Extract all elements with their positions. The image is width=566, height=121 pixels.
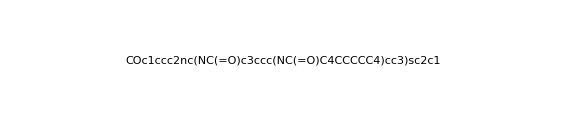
Text: COc1ccc2nc(NC(=O)c3ccc(NC(=O)C4CCCCC4)cc3)sc2c1: COc1ccc2nc(NC(=O)c3ccc(NC(=O)C4CCCCC4)cc… bbox=[125, 56, 441, 65]
